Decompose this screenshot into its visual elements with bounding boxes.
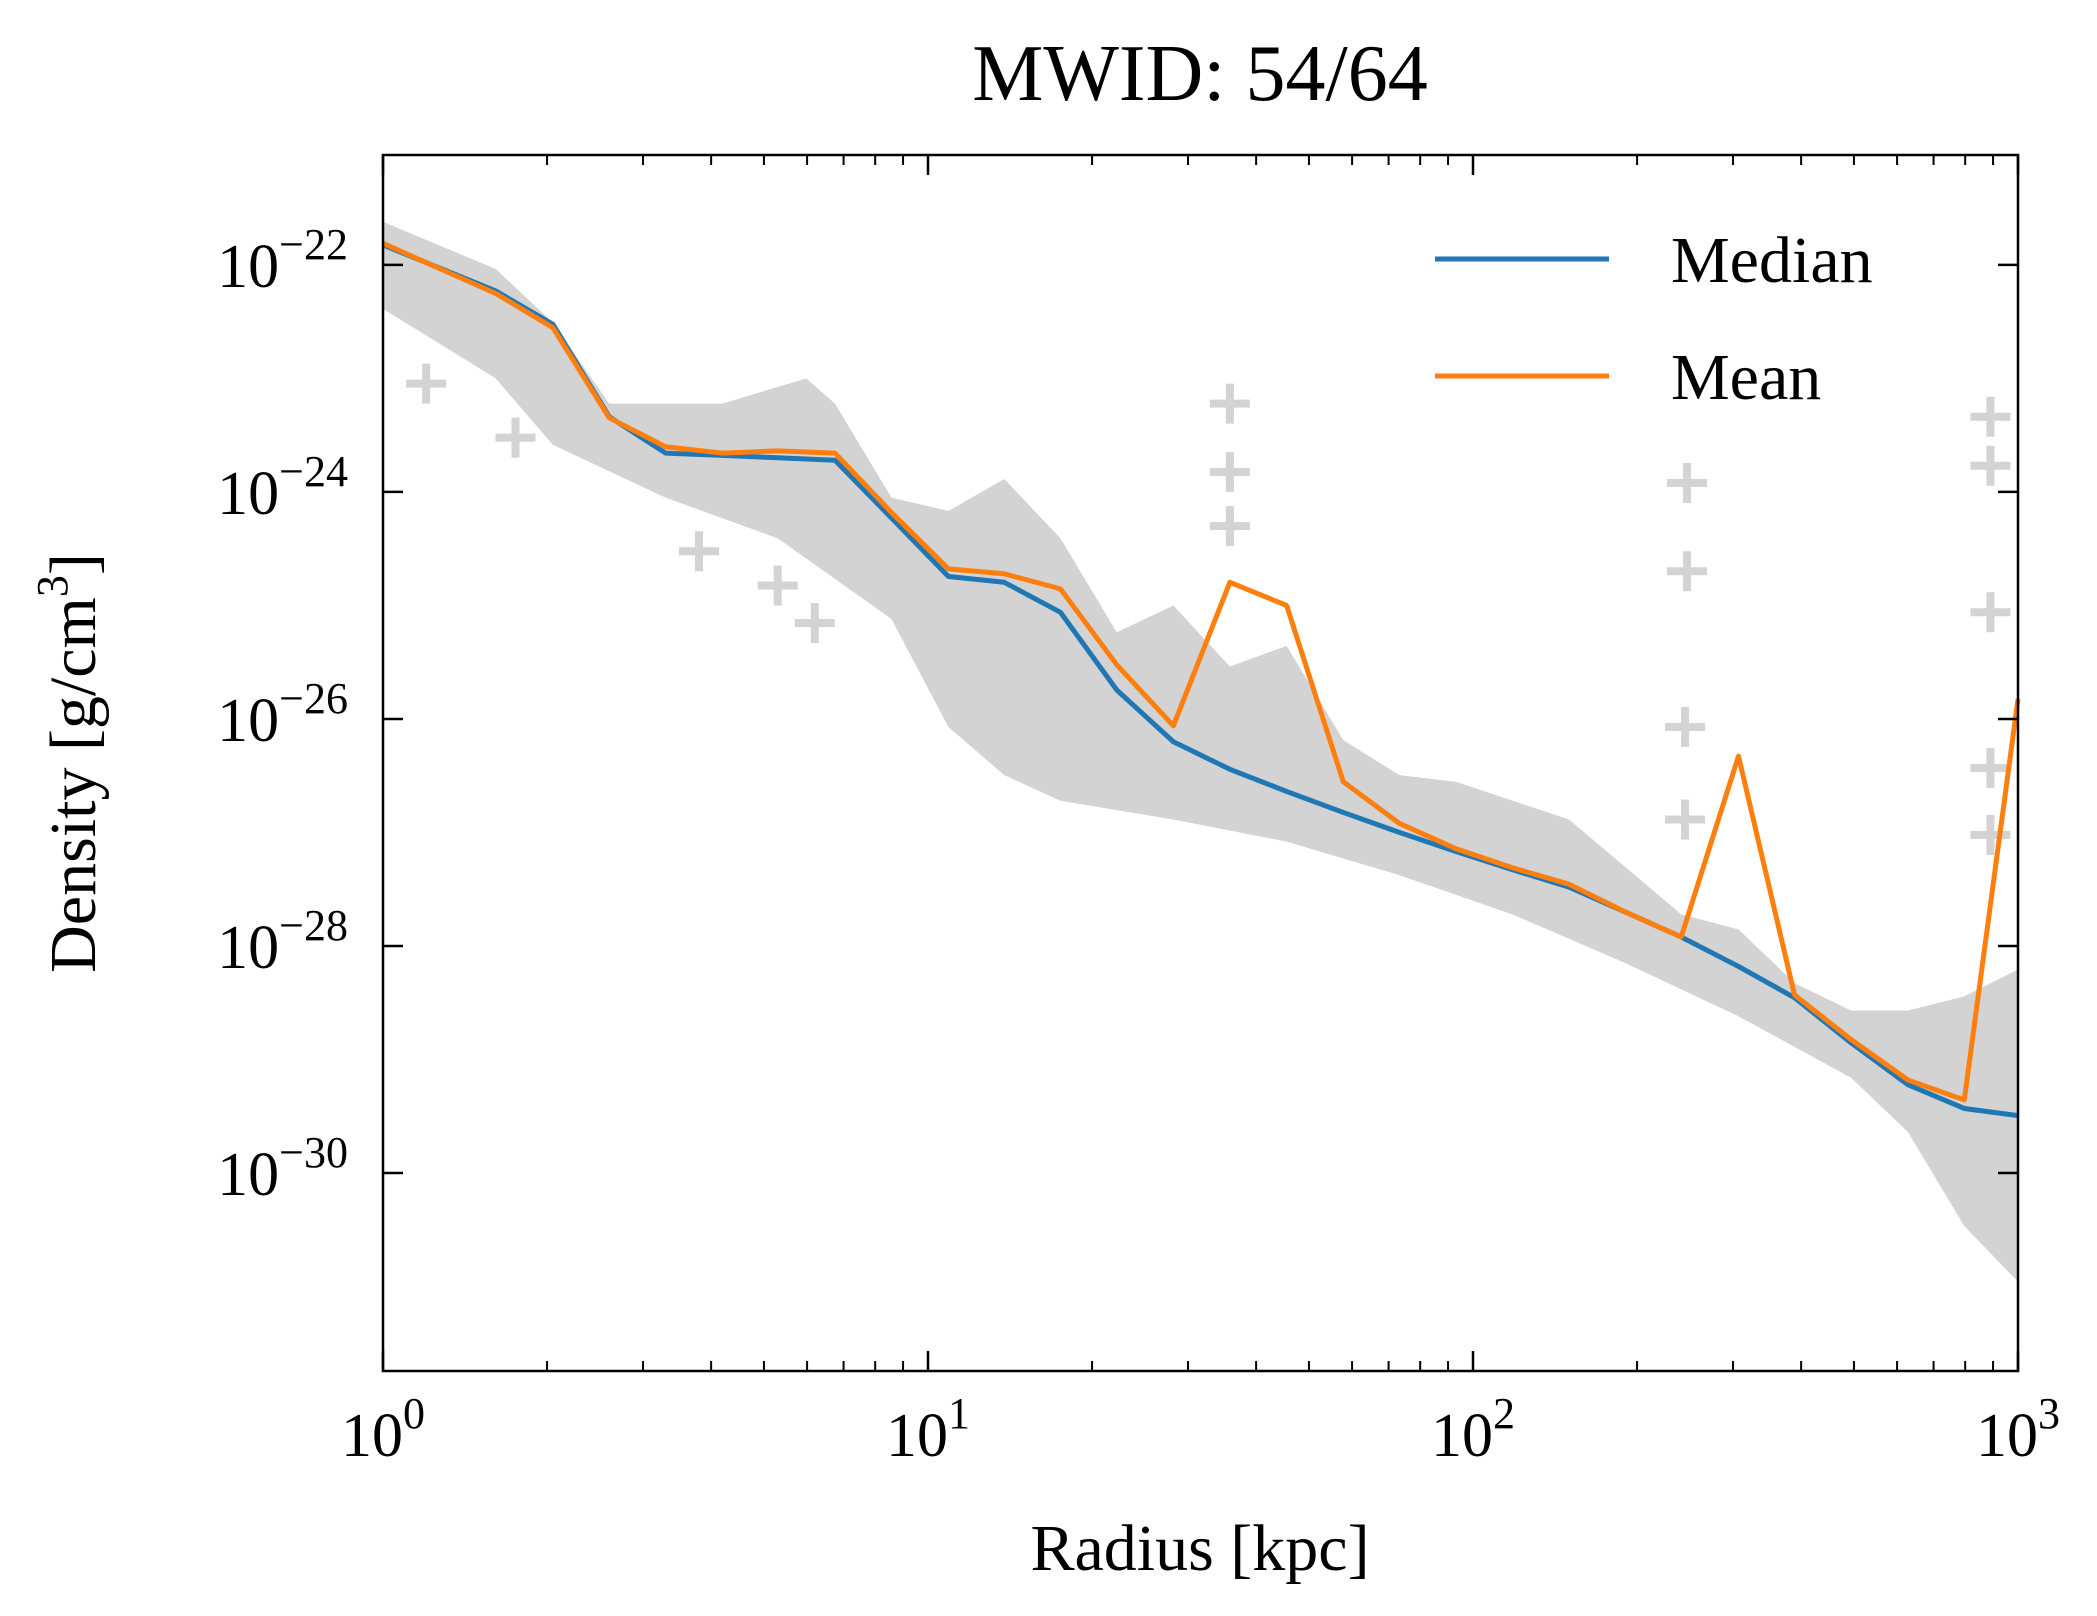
series-line-mean	[381, 241, 2021, 1103]
x-tick-base: 10	[1431, 1402, 1493, 1470]
scatter-point	[757, 565, 798, 606]
legend-label-mean: Mean	[1671, 341, 1821, 414]
y-tick-exp: −22	[279, 220, 348, 269]
scatter-point	[1665, 706, 1706, 747]
scatter-point	[1970, 592, 2011, 633]
y-tick-label: 10−22	[217, 220, 348, 301]
y-axis-label-main: Density [g/cm	[37, 597, 110, 973]
x-tick-exp: 2	[1493, 1389, 1515, 1438]
x-tick-exp: 3	[2038, 1389, 2060, 1438]
chart-title: MWID: 54/64	[972, 30, 1428, 118]
y-tick-base: 10	[217, 687, 279, 755]
x-tick-label: 100	[341, 1389, 425, 1470]
scatter-point	[1970, 814, 2011, 855]
y-axis-label-sup: 3	[28, 575, 77, 597]
y-tick-exp: −24	[279, 447, 348, 496]
y-tick-exp: −26	[279, 674, 348, 723]
x-tick-base: 10	[886, 1402, 948, 1470]
series-line-median	[382, 242, 2019, 1119]
x-tick-label: 102	[1431, 1389, 1515, 1470]
x-tick-label: 103	[1976, 1389, 2060, 1470]
scatter-point	[794, 603, 835, 644]
x-tick-base: 10	[1976, 1402, 2038, 1470]
scatter-point	[1665, 799, 1706, 840]
scatter-point	[678, 531, 719, 572]
legend: Median Mean	[1435, 224, 1873, 414]
y-axis-label: Density [g/cm3]	[28, 553, 110, 973]
series-lines	[381, 241, 2021, 1119]
scatter-point	[406, 363, 447, 404]
scatter-point	[495, 417, 536, 458]
legend-label-median: Median	[1671, 224, 1873, 297]
scatter-point	[1667, 551, 1708, 592]
y-tick-exp: −30	[279, 1128, 348, 1177]
scatter-point	[1970, 396, 2011, 437]
scatter-outliers	[406, 363, 2011, 855]
x-tick-exp: 1	[948, 1389, 970, 1438]
y-tick-base: 10	[217, 914, 279, 982]
y-tick-exp: −28	[279, 901, 348, 950]
scatter-point	[1667, 462, 1708, 503]
plot-frame	[381, 153, 2020, 1373]
scatter-point	[1209, 383, 1250, 424]
x-axis-label: Radius [kpc]	[1030, 1512, 1369, 1585]
scatter-point	[1970, 747, 2011, 788]
y-tick-label: 10−30	[217, 1128, 348, 1209]
scatter-point	[1209, 506, 1250, 547]
scatter-point	[1970, 445, 2011, 486]
y-tick-label: 10−26	[217, 674, 348, 755]
y-tick-base: 10	[217, 460, 279, 528]
y-tick-label: 10−28	[217, 901, 348, 982]
scatter-point	[1209, 451, 1250, 492]
y-tick-label: 10−24	[217, 447, 348, 528]
scatter-band-area	[383, 221, 2018, 1282]
x-tick-label: 101	[886, 1389, 970, 1470]
y-axis-label-close: ]	[37, 553, 110, 575]
x-tick-exp: 0	[403, 1389, 425, 1438]
y-tick-base: 10	[217, 1141, 279, 1209]
y-tick-base: 10	[217, 233, 279, 301]
x-tick-base: 10	[341, 1402, 403, 1470]
scatter-band	[383, 221, 2018, 1282]
